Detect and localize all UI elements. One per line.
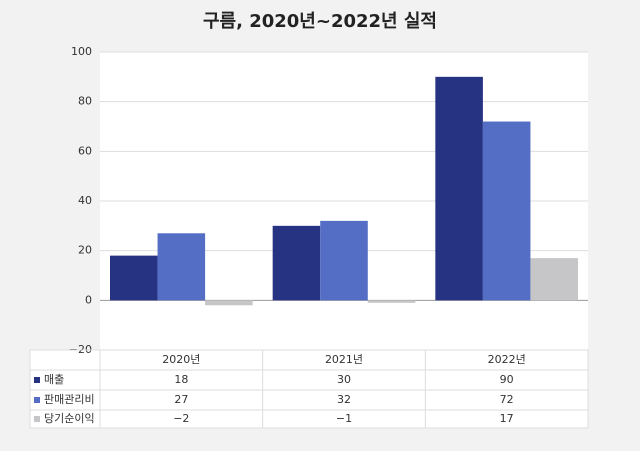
bar [530, 258, 578, 301]
table-value: 17 [500, 412, 514, 425]
bar [205, 300, 253, 306]
table-value: −1 [336, 412, 352, 425]
bar [367, 300, 416, 303]
y-tick-label: 40 [78, 194, 92, 207]
bar [110, 255, 158, 301]
table-value: 90 [500, 373, 514, 386]
bar [320, 220, 368, 301]
table-value: 18 [174, 373, 188, 386]
y-tick-label: 80 [78, 95, 92, 108]
legend-label: 당기순이익 [44, 412, 95, 425]
x-tick-label: 2021년 [325, 353, 363, 366]
legend-label: 매출 [44, 373, 64, 386]
y-tick-label: 60 [78, 144, 92, 157]
bar [157, 233, 206, 301]
table-value: 32 [337, 393, 351, 406]
legend-label: 판매관리비 [44, 393, 95, 406]
y-tick-label: 0 [85, 293, 92, 306]
table-value: 72 [500, 393, 514, 406]
y-tick-label: 100 [71, 45, 92, 58]
bar [482, 121, 531, 301]
x-tick-label: 2022년 [488, 353, 526, 366]
chart-title: 구름, 2020년~2022년 실적 [203, 11, 437, 32]
x-tick-label: 2020년 [162, 353, 200, 366]
legend-swatch [34, 416, 40, 422]
table-value: 27 [174, 393, 188, 406]
table-value: 30 [337, 373, 351, 386]
bar [272, 225, 321, 301]
table-value: −2 [173, 412, 189, 425]
y-tick-label: 20 [78, 244, 92, 257]
bar [435, 76, 483, 301]
legend-swatch [34, 397, 40, 403]
legend-swatch [34, 377, 40, 383]
